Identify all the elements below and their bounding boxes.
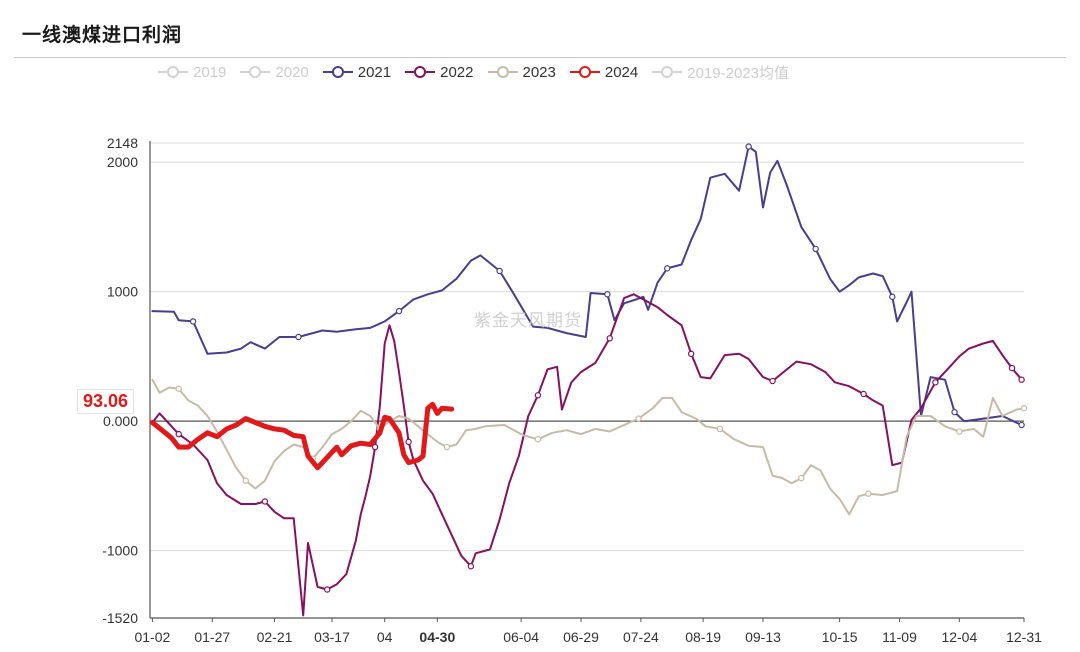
legend-line-circle-icon [322,66,353,78]
y-tick-label: -1520 [102,610,138,626]
x-tick-label: 07-24 [623,629,659,645]
legend-label: 2019-2023均值 [687,64,789,82]
series-marker-2023 [242,477,249,484]
x-tick-label: 12-04 [941,629,977,645]
legend-line-circle-icon [652,66,683,78]
x-tick-label: 02-21 [257,629,293,645]
series-marker-2022 [405,438,412,446]
series-marker-2021 [295,333,302,341]
series-marker-2021 [604,291,611,298]
x-tick-label: 04 [377,629,393,645]
title-divider [14,57,1066,58]
x-tick-label: 12-31 [1006,629,1042,645]
series-marker-2023 [798,474,805,482]
y-tick-label: 2000 [107,154,138,170]
series-line-2021 [151,145,1023,426]
last-value-callout: 93.06 [77,389,135,414]
legend-line-circle-icon [240,66,271,78]
x-tick-label: 06-04 [503,629,539,645]
x-tick-label: 08-19 [685,629,721,645]
x-tick-label: 01-27 [194,629,230,645]
series-marker-2022 [860,390,867,398]
legend-label: 2022 [440,63,474,81]
legend-label: 2023 [522,63,556,81]
series-marker-2021 [664,265,671,272]
y-tick-label: 0.000 [103,413,138,429]
legend-item-2021[interactable]: 2021 [322,63,392,81]
legend-item-2020[interactable]: 2020 [240,63,309,81]
series-marker-2021 [812,245,819,253]
legend-item-2019-2023均值[interactable]: 2019-2023均值 [652,62,789,83]
series-marker-2022 [769,377,776,385]
series-line-2022 [151,293,1023,617]
legend-label: 2021 [357,63,392,81]
series-marker-2023 [635,415,642,422]
series-marker-2022 [1008,364,1016,372]
series-marker-2021 [496,267,503,275]
y-tick-label: -1000 [102,543,138,559]
y-tick-label: 2148 [107,135,138,151]
x-tick-label: 09-13 [745,629,781,645]
series-marker-2022 [932,379,939,386]
series-marker-2023 [1020,405,1028,412]
y-tick-label: 1000 [107,284,138,300]
series-marker-2023 [175,385,182,392]
series-marker-2021 [745,143,752,150]
series-marker-2023 [443,443,451,451]
x-tick-label: 04-30 [419,629,455,645]
series-line-2024 [149,401,455,471]
legend-line-circle-icon [405,66,436,78]
series-marker-2022 [606,335,613,342]
series-marker-2021 [951,408,958,416]
series-marker-2022 [534,392,542,399]
x-tick-label: 11-09 [882,629,917,645]
legend-label: 2019 [193,63,227,81]
series-marker-2022 [687,350,695,358]
series-marker-2022 [175,430,182,438]
series-marker-2021 [189,318,197,325]
series-marker-2023 [865,490,872,497]
watermark: 紫金天风期货 [474,311,582,330]
legend-label: 2024 [604,63,639,81]
x-tick-label: 01-02 [134,629,170,645]
series-marker-2023 [534,436,542,443]
legend-item-2024[interactable]: 2024 [569,63,639,81]
x-tick-label: 03-17 [314,629,350,645]
chart-legend: 2019 2020 2021 2022 2023 2024 2019-2023均值 [158,60,803,84]
series-marker-2022 [1018,376,1025,383]
legend-label: 2020 [275,63,309,81]
series-marker-2023 [716,425,724,433]
x-tick-label: 06-29 [563,629,599,645]
series-marker-2022 [323,586,331,593]
chart-title: 一线澳煤进口利润 [22,25,183,46]
legend-item-2019[interactable]: 2019 [158,64,226,81]
series-marker-2023 [956,428,963,435]
legend-line-circle-icon [158,66,188,78]
series-marker-2022 [371,443,379,451]
series-line-2023 [151,378,1025,516]
legend-line-circle-icon [487,66,518,78]
legend-item-2022[interactable]: 2022 [405,63,474,81]
series-marker-2022 [261,498,269,505]
x-tick-label: 10-15 [822,629,858,645]
series-marker-2021 [395,307,403,315]
legend-line-circle-icon [569,66,600,78]
legend-item-2023[interactable]: 2023 [487,63,556,81]
series-marker-2021 [1018,421,1025,429]
series-marker-2021 [889,293,896,301]
series-marker-2022 [467,563,475,570]
